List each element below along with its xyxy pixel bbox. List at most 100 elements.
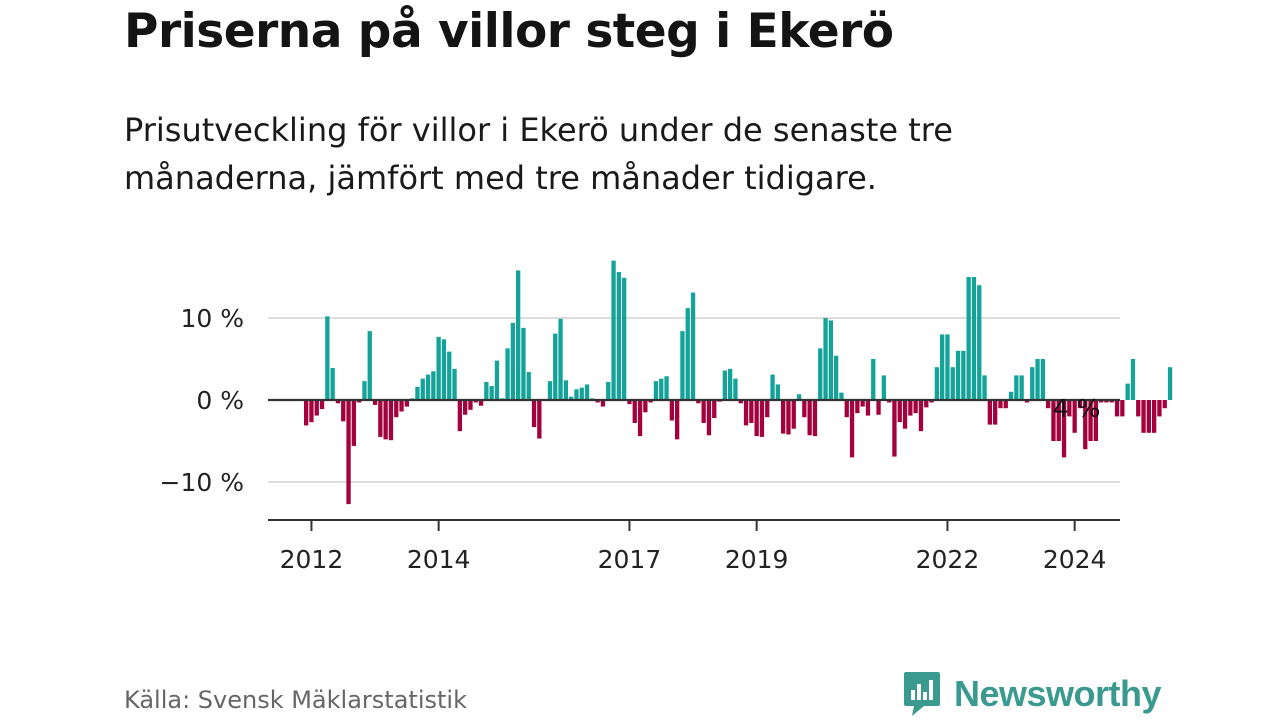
bar	[1067, 400, 1072, 417]
y-tick-label: 10 %	[180, 304, 244, 333]
bar	[547, 381, 553, 400]
bar	[341, 400, 346, 422]
bar	[510, 322, 515, 400]
bar	[865, 400, 871, 416]
bar	[1072, 400, 1077, 433]
bar	[955, 350, 961, 400]
bar	[765, 400, 770, 418]
bar	[860, 400, 865, 407]
x-tick-label: 2024	[1043, 545, 1107, 574]
bar	[378, 400, 383, 437]
bar	[653, 381, 659, 400]
bar	[1035, 359, 1040, 400]
x-tick-label: 2019	[725, 545, 789, 574]
bar	[1093, 400, 1098, 441]
bar	[1104, 400, 1109, 403]
bar	[346, 400, 351, 505]
chart-subtitle: Prisutveckling för villor i Ekerö under …	[124, 111, 953, 197]
latest-value-label: 4 %	[1053, 394, 1101, 423]
bar	[754, 400, 759, 437]
bar	[616, 272, 621, 400]
bar	[849, 400, 855, 458]
bar	[1014, 375, 1019, 400]
bar	[902, 400, 908, 429]
bar	[521, 327, 526, 400]
bar	[855, 400, 860, 414]
bar	[1019, 375, 1024, 400]
bar	[685, 308, 690, 400]
bar	[696, 400, 701, 404]
bar	[335, 400, 341, 404]
bar	[940, 334, 945, 400]
bar	[807, 400, 812, 436]
bar	[351, 400, 356, 446]
bar	[1030, 367, 1035, 400]
source-note: Källa: Svensk Mäklarstatistik	[124, 686, 467, 714]
bar	[680, 331, 685, 400]
bar	[600, 400, 606, 407]
bar	[447, 351, 452, 400]
bar	[526, 372, 531, 400]
bar	[1099, 400, 1104, 403]
bar	[304, 400, 309, 426]
bar	[648, 400, 653, 403]
bar	[818, 348, 823, 400]
bar	[1136, 400, 1141, 417]
bar-chart: 10 % 0 % −10 % 2012 2014 2017 2019 2022 2024 4 %	[160, 260, 1173, 574]
bar	[1024, 400, 1030, 403]
bar	[1167, 367, 1173, 400]
bar	[892, 400, 897, 457]
bar	[834, 355, 839, 400]
bar	[463, 400, 468, 415]
bar	[871, 359, 876, 400]
brand-logo[interactable]: Newsworthy	[902, 670, 1162, 718]
bar	[584, 384, 590, 400]
bar	[1125, 383, 1130, 400]
bar	[781, 400, 786, 434]
bar	[796, 394, 802, 400]
bar	[436, 336, 441, 400]
bar	[749, 400, 754, 423]
chart-title: Priserna på villor steg i Ekerö	[124, 4, 894, 59]
bar	[1109, 400, 1114, 403]
bar	[579, 387, 584, 400]
bar	[759, 400, 765, 437]
x-tick-label: 2012	[280, 545, 344, 574]
bar	[998, 400, 1003, 409]
bar	[1152, 400, 1157, 433]
bar	[478, 400, 484, 406]
bar	[971, 277, 977, 400]
bar	[1056, 400, 1061, 441]
bar	[802, 400, 807, 418]
bar	[690, 292, 696, 400]
bar	[1130, 359, 1136, 400]
bar	[918, 400, 924, 432]
bar	[929, 400, 934, 403]
bars	[304, 260, 1173, 505]
bar	[887, 400, 892, 403]
bar	[924, 400, 929, 408]
bar	[664, 376, 669, 400]
x-tick-label: 2022	[916, 545, 980, 574]
bar	[659, 378, 664, 400]
bar	[632, 400, 637, 423]
bar	[961, 350, 966, 400]
bar	[669, 400, 674, 421]
x-tick-label: 2017	[598, 545, 662, 574]
bar	[330, 368, 335, 400]
x-tick-label: 2014	[407, 545, 471, 574]
bar	[1051, 400, 1056, 441]
bar	[595, 400, 600, 403]
bar	[1083, 400, 1088, 450]
bar	[722, 370, 727, 400]
bar	[1120, 400, 1125, 417]
bar	[441, 339, 447, 400]
bar	[622, 277, 627, 400]
bar	[844, 400, 849, 418]
bar	[531, 400, 537, 428]
bar	[701, 400, 706, 423]
bar	[913, 400, 918, 414]
bar	[945, 334, 950, 400]
bar	[791, 400, 796, 429]
bar	[823, 318, 828, 400]
